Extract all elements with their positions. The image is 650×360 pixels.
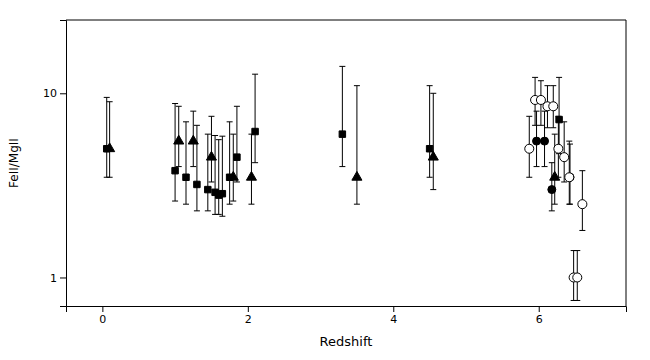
- x-axis-tick-mark: [393, 306, 394, 312]
- error-bar: [212, 135, 218, 214]
- point: [339, 131, 345, 137]
- point: [206, 151, 216, 160]
- x-axis-tick-mark: [102, 306, 103, 312]
- y-axis-tick: 1: [50, 271, 66, 284]
- error-bar: [549, 163, 555, 211]
- point: [228, 171, 238, 180]
- y-axis-tick-label: 1: [50, 271, 57, 284]
- point: [549, 102, 558, 111]
- point: [533, 137, 541, 145]
- x-axis-tick-mark: [539, 306, 540, 312]
- series: [103, 66, 562, 216]
- point: [234, 154, 240, 160]
- point: [578, 200, 587, 209]
- x-axis-tick-label: 4: [390, 313, 397, 326]
- point: [183, 174, 189, 180]
- error-bar: [219, 136, 225, 216]
- error-bar: [339, 66, 345, 166]
- x-axis-tick: 6: [536, 306, 543, 326]
- x-axis-title: Redshift: [320, 334, 373, 349]
- x-axis-tick-label: 2: [245, 313, 252, 326]
- point: [560, 153, 569, 162]
- point: [188, 135, 198, 144]
- error-bar: [252, 74, 258, 163]
- error-bar: [427, 86, 433, 178]
- error-bar: [172, 104, 178, 202]
- x-axis-tick: 0: [99, 306, 106, 326]
- error-bar: [104, 97, 110, 177]
- x-axis-tick: 4: [390, 306, 397, 326]
- error-bar: [534, 111, 540, 166]
- plot-frame: [626, 20, 627, 306]
- point: [205, 186, 211, 192]
- x-axis-tick-label: 6: [536, 313, 543, 326]
- series: [105, 86, 560, 205]
- error-bar: [556, 77, 562, 153]
- point: [554, 144, 563, 153]
- y-axis-tick: 10: [43, 87, 66, 100]
- x-axis-tick-mark: [248, 306, 249, 312]
- error-bar: [216, 140, 222, 215]
- point: [172, 167, 178, 173]
- plot-frame: [66, 20, 626, 21]
- point: [525, 144, 534, 153]
- error-bar: [542, 111, 548, 166]
- x-axis: 0 2 4 6: [67, 306, 627, 326]
- point: [174, 135, 184, 144]
- chart: 0 2 4 6 1 10 Redshift FeII/MgII: [0, 0, 650, 360]
- error-bar: [208, 116, 214, 182]
- point: [428, 151, 438, 160]
- point: [565, 173, 574, 182]
- series: [525, 77, 587, 300]
- x-axis-tick-label: 0: [99, 313, 106, 326]
- error-bar: [430, 93, 436, 189]
- point: [105, 143, 115, 152]
- point: [541, 137, 549, 145]
- point: [548, 186, 556, 194]
- error-bar: [354, 86, 360, 205]
- point: [246, 171, 256, 180]
- point: [352, 171, 362, 180]
- y-axis-tick-label: 10: [43, 87, 57, 100]
- point: [194, 181, 200, 187]
- y-axis-tick-mark: [60, 93, 66, 94]
- x-axis-line: [67, 307, 627, 313]
- error-bar: [107, 102, 113, 178]
- point: [426, 145, 432, 151]
- error-bar: [248, 134, 254, 204]
- y-axis-title: FeII/MgII: [7, 138, 21, 188]
- error-bar: [230, 134, 236, 201]
- error-bar: [234, 106, 240, 182]
- x-axis-tick: 2: [245, 306, 252, 326]
- point: [573, 273, 582, 282]
- error-bar: [205, 134, 211, 211]
- error-bar: [183, 122, 189, 204]
- y-axis-line: [60, 21, 67, 307]
- point: [219, 190, 225, 196]
- y-axis: 1 10: [43, 21, 67, 307]
- y-axis-tick-mark: [60, 277, 66, 278]
- plot-area: [103, 66, 586, 300]
